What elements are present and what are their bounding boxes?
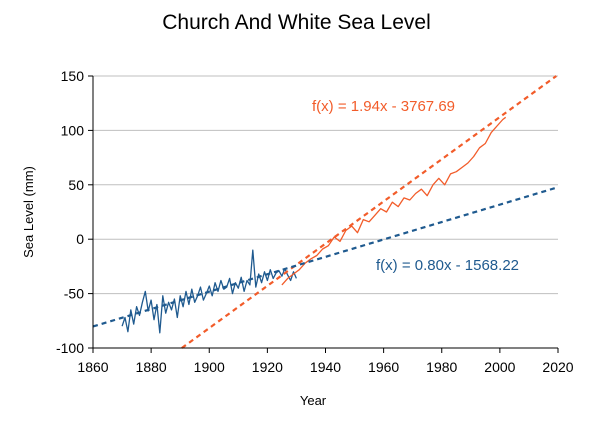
y-tick-label: 150: [61, 68, 85, 84]
y-tick-label: 50: [68, 177, 84, 193]
x-tick-label: 2000: [484, 359, 515, 375]
trendline-late: [181, 75, 557, 349]
x-tick-label: 1920: [252, 359, 283, 375]
trendlines: [92, 75, 559, 349]
y-tick-label: -50: [64, 286, 84, 302]
x-tick-label: 1900: [194, 359, 225, 375]
series-lines: [121, 116, 507, 334]
y-axis-title: Sea Level (mm): [21, 166, 36, 258]
trend-label-late: f(x) = 1.94x - 3767.69: [312, 98, 455, 115]
x-tick-label: 1980: [426, 359, 457, 375]
y-tick-label: -100: [56, 340, 84, 356]
grid-lines: [93, 75, 558, 349]
x-tick-label: 1960: [368, 359, 399, 375]
y-tick-label: 100: [61, 122, 85, 138]
series-line-early: [121, 249, 297, 334]
trend-label-early: f(x) = 0.80x - 1568.22: [376, 257, 519, 274]
chart-title: Church And White Sea Level: [162, 11, 431, 34]
x-tick-label: 1860: [77, 359, 108, 375]
x-tick-label: 1880: [136, 359, 167, 375]
x-tick-label: 2020: [542, 359, 573, 375]
axes: -100 -50 0 50 100 150 1860 1880 1900 1920 1940 1960…: [56, 68, 574, 375]
series-line-late: [281, 116, 507, 286]
x-axis-title: Year: [300, 393, 327, 408]
y-tick-label: 0: [76, 231, 84, 247]
x-tick-label: 1940: [310, 359, 341, 375]
